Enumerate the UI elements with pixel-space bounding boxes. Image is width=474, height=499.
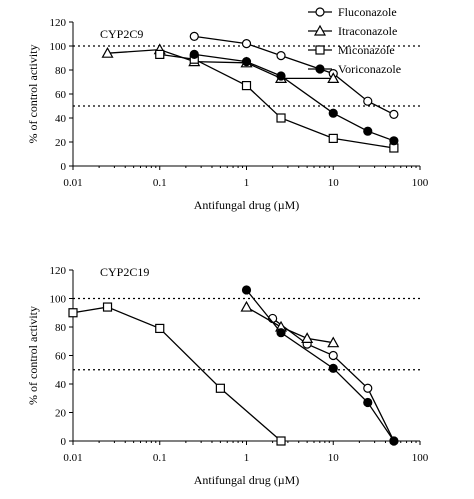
data-point (276, 328, 286, 338)
data-point (68, 308, 78, 318)
data-point (189, 49, 199, 60)
series-line (245, 289, 395, 442)
chart-panel-cyp2c19: 0 20 40 60 80 100 120 0.01 0.1 1 10 100 CYP2C19 Antif… (26, 265, 429, 487)
y-tick-label: 0 (61, 436, 67, 448)
y-tick-label: 60 (55, 351, 67, 363)
y-tick-label: 60 (55, 89, 67, 101)
series-line (72, 306, 282, 442)
data-point (363, 397, 373, 408)
y-tick-label: 40 (55, 379, 67, 391)
series-line (194, 35, 395, 115)
legend-label: Itraconazole (338, 24, 397, 38)
data-point (328, 350, 338, 361)
data-point (363, 383, 373, 393)
chart-panel-cyp2c9: 0 20 40 60 80 100 120 0.01 0.1 1 10 100 CYP2C9 Antifu… (26, 5, 429, 212)
data-point (301, 332, 314, 343)
data-point (327, 336, 340, 348)
y-tick-label: 100 (50, 294, 67, 306)
x-tick-label: 10 (328, 177, 340, 189)
y-tick-label: 100 (50, 41, 67, 53)
data-point (240, 300, 253, 312)
legend-label: Fluconazole (338, 5, 397, 19)
data-point (276, 436, 286, 446)
y-tick-label: 40 (55, 113, 67, 125)
data-point (102, 302, 113, 312)
x-tick-label: 1 (244, 452, 250, 464)
panel-title: CYP2C9 (100, 27, 143, 41)
data-point (389, 136, 399, 146)
data-point (241, 285, 252, 295)
series-line (107, 48, 334, 80)
legend-marker (313, 24, 327, 36)
data-point (276, 50, 286, 61)
series-voriconazole (241, 285, 399, 446)
series-line (194, 53, 395, 142)
legend-label: Voriconazole (338, 62, 401, 76)
series-voriconazole (189, 49, 399, 146)
data-point (363, 96, 373, 106)
y-axis-label: % of control activity (26, 45, 40, 144)
series-line (246, 306, 334, 344)
x-tick-label: 0.01 (63, 177, 82, 189)
data-point (155, 323, 165, 334)
x-tick-label: 100 (412, 452, 429, 464)
x-axis-label: Antifungal drug (µM) (194, 473, 300, 487)
x-tick-label: 10 (328, 452, 340, 464)
legend-label: Miconazole (338, 43, 395, 57)
y-axis-label: % of control activity (26, 306, 40, 405)
series-miconazole (68, 302, 286, 446)
panel-title: CYP2C19 (100, 265, 149, 279)
x-tick-label: 100 (412, 177, 429, 189)
y-tick-label: 120 (50, 265, 67, 277)
y-tick-label: 120 (50, 17, 67, 29)
y-tick-label: 80 (55, 65, 67, 77)
x-tick-label: 0.01 (63, 452, 82, 464)
y-tick-label: 20 (55, 137, 67, 149)
y-tick-label: 80 (55, 322, 67, 334)
x-axis-label: Antifungal drug (µM) (194, 198, 300, 212)
x-tick-label: 0.1 (153, 452, 167, 464)
data-point (363, 126, 373, 136)
data-point (276, 113, 286, 123)
data-point (389, 436, 399, 446)
series-miconazole (155, 49, 399, 153)
data-point (276, 71, 286, 81)
series-fluconazole (268, 313, 399, 446)
data-point (241, 56, 252, 67)
series-itraconazole (240, 300, 340, 348)
data-point (241, 38, 252, 49)
data-point (101, 46, 114, 58)
legend: Fluconazole Itraconazole Miconazole Voricon… (308, 5, 401, 76)
data-point (327, 72, 340, 84)
data-point (155, 49, 165, 60)
legend-marker (315, 64, 325, 74)
data-point (328, 108, 338, 118)
data-point (389, 109, 399, 120)
data-point (328, 363, 338, 373)
legend-marker (315, 7, 325, 17)
y-tick-label: 20 (55, 408, 67, 420)
data-point (215, 383, 225, 393)
data-point (241, 80, 252, 91)
data-point (328, 133, 338, 143)
x-tick-label: 1 (244, 177, 250, 189)
data-point (189, 31, 199, 42)
series-line (159, 53, 394, 149)
legend-marker (315, 45, 325, 55)
y-tick-label: 0 (61, 161, 67, 173)
x-tick-label: 0.1 (153, 177, 167, 189)
